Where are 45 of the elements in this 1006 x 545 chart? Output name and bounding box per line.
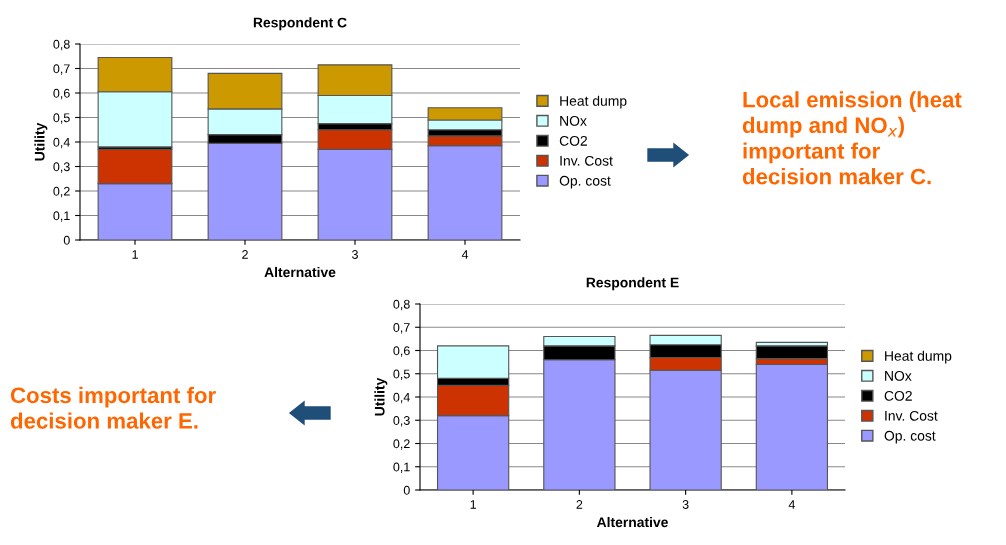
legend-label: Inv. Cost <box>885 410 938 421</box>
chart-title: Respondent E <box>586 277 679 291</box>
x-tick-label: 2 <box>576 500 583 509</box>
y-tick-label: 0,3 <box>393 416 410 427</box>
y-tick-label: 0,4 <box>53 137 70 149</box>
y-tick-label: 0,1 <box>53 211 70 222</box>
y-tick-label: 0,8 <box>53 39 70 51</box>
y-tick-label: 0,6 <box>393 346 410 357</box>
y-tick-label: 0 <box>63 235 70 245</box>
text: Costs important for decision maker E. <box>10 386 216 429</box>
y-tick-label: 0,4 <box>393 392 410 404</box>
x-tick-label: 3 <box>352 250 358 259</box>
x-axis-title: Alternative <box>264 266 336 278</box>
y-tick-label: 0,2 <box>53 186 70 198</box>
legend-label: Heat dump <box>885 350 952 364</box>
legend-label: NOx <box>885 370 912 381</box>
y-tick-label: 0,2 <box>393 439 410 450</box>
y-tick-label: 0,5 <box>393 369 410 380</box>
legend-label: Op. cost <box>559 175 611 189</box>
x-tick-label: 4 <box>461 250 469 259</box>
y-tick-label: 0,7 <box>53 64 70 75</box>
legend-label: CO2 <box>884 390 912 401</box>
y-tick-label: 0,6 <box>53 88 70 100</box>
y-axis-title: Utility <box>374 377 388 416</box>
x-tick-label: 4 <box>788 500 795 509</box>
y-tick-label: 0,5 <box>53 113 70 124</box>
x-tick-label: 1 <box>470 500 476 509</box>
y-tick-label: 0,1 <box>393 462 410 473</box>
legend-label: Inv. Cost <box>560 155 613 166</box>
x-tick-label: 1 <box>132 250 138 259</box>
y-tick-label: 0,7 <box>393 323 410 334</box>
y-axis-title: Utility <box>34 122 48 161</box>
x-tick-label: 2 <box>242 250 248 259</box>
y-tick-label: 0,3 <box>53 162 70 173</box>
bar <box>755 363 829 490</box>
text: Local emission (heat dump and NO$_{x}$) important for decision maker C. <box>742 91 962 185</box>
x-axis-title: Alternative <box>596 516 668 528</box>
legend-label: NOx <box>560 115 587 126</box>
chart-title: Respondent C <box>253 17 347 31</box>
y-tick-label: 0,8 <box>393 299 410 311</box>
x-tick-label: 3 <box>682 500 689 509</box>
y-tick-label: 0 <box>403 485 410 495</box>
legend-label: Heat dump <box>560 95 627 109</box>
legend-label: CO2 <box>559 135 587 146</box>
legend-label: Op. cost <box>884 430 936 444</box>
